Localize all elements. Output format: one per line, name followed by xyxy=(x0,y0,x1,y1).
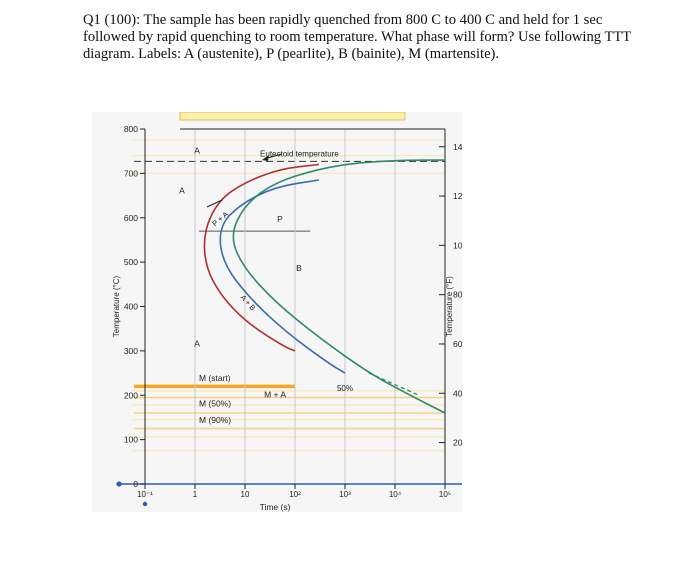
axes: 0 100 200 300 400 500 600 700 800 200 400 600 800 100… xyxy=(112,124,462,512)
x-tick-label: 10⁻¹ xyxy=(137,490,153,499)
x-tick-label: 10³ xyxy=(339,490,351,499)
label-m_plus_a: M + A xyxy=(264,389,286,399)
label-m_50: M (50%) xyxy=(199,398,231,408)
curve-1 xyxy=(203,163,319,352)
y-tick-label: 0 xyxy=(133,479,138,489)
y-tick-label: 200 xyxy=(124,390,138,400)
dashed-extension xyxy=(368,372,420,396)
p-plus-a-pointer xyxy=(206,199,223,208)
label-eutectoid: Eutectoid temperature xyxy=(260,149,339,158)
y-tick-label: 400 xyxy=(124,302,138,312)
curves xyxy=(203,153,446,414)
x-tick-label: 10⁴ xyxy=(389,490,402,499)
label-a_low: A xyxy=(194,338,200,348)
label-a_plus_b: A + B xyxy=(239,293,258,313)
x-tick-label: 1 xyxy=(193,490,198,499)
label-m_90: M (90%) xyxy=(199,415,231,425)
y-tick-right-label: 1200 xyxy=(453,191,462,201)
x-tick-label: 10⁵ xyxy=(439,490,451,499)
y-tick-label: 100 xyxy=(124,435,138,445)
eutectoid-arrowhead xyxy=(262,155,269,161)
x-tick-label: 10² xyxy=(289,490,301,499)
y-tick-label: 600 xyxy=(124,213,138,223)
question-line-1: Q1 (100): The sample has been rapidly qu… xyxy=(83,12,603,28)
y-tick-label: 700 xyxy=(124,168,138,178)
question-text: Q1 (100): The sample has been rapidly qu… xyxy=(83,12,683,63)
label-a_left: A xyxy=(179,185,185,195)
label-m_start: M (start) xyxy=(199,373,231,383)
axis-end-dot xyxy=(116,481,122,487)
y-axis-title: Temperature (°C) xyxy=(112,275,121,337)
question-line-2: followed by rapid quenching to room temp… xyxy=(83,29,632,45)
label-a_top: A xyxy=(194,145,200,155)
curve-3 xyxy=(232,159,446,414)
y-tick-right-label: 600 xyxy=(453,339,462,349)
ttt-chart: 0 100 200 300 400 500 600 700 800 200 400 600 800 100… xyxy=(112,112,462,512)
y-tick-right-label: 800 xyxy=(453,290,462,300)
y-tick-right-label: 1000 xyxy=(453,240,462,250)
label-b: B xyxy=(296,263,302,273)
label-p: P xyxy=(277,214,283,224)
y-tick-right-label: 200 xyxy=(453,438,462,448)
top-band xyxy=(179,112,406,121)
curve-2 xyxy=(219,179,346,374)
x-axis-title: Time (s) xyxy=(260,502,291,512)
y-tick-right-label: 1400 xyxy=(453,142,462,152)
horizontal-guides xyxy=(132,112,445,484)
axis-end-dot xyxy=(142,501,148,507)
question-line-3: diagram. Labels: A (austenite), P (pearl… xyxy=(83,46,500,62)
y-tick-right-label: 400 xyxy=(453,388,462,398)
y-axis-right-title: Temperature (°F) xyxy=(445,276,454,337)
label-fifty_percent: 50% xyxy=(337,384,353,393)
y-tick-label: 300 xyxy=(124,346,138,356)
y-tick-label: 500 xyxy=(124,257,138,267)
y-tick-label: 800 xyxy=(124,124,138,134)
ttt-diagram: 0 100 200 300 400 500 600 700 800 200 400 600 800 100… xyxy=(92,112,462,512)
x-tick-label: 10 xyxy=(241,490,250,499)
